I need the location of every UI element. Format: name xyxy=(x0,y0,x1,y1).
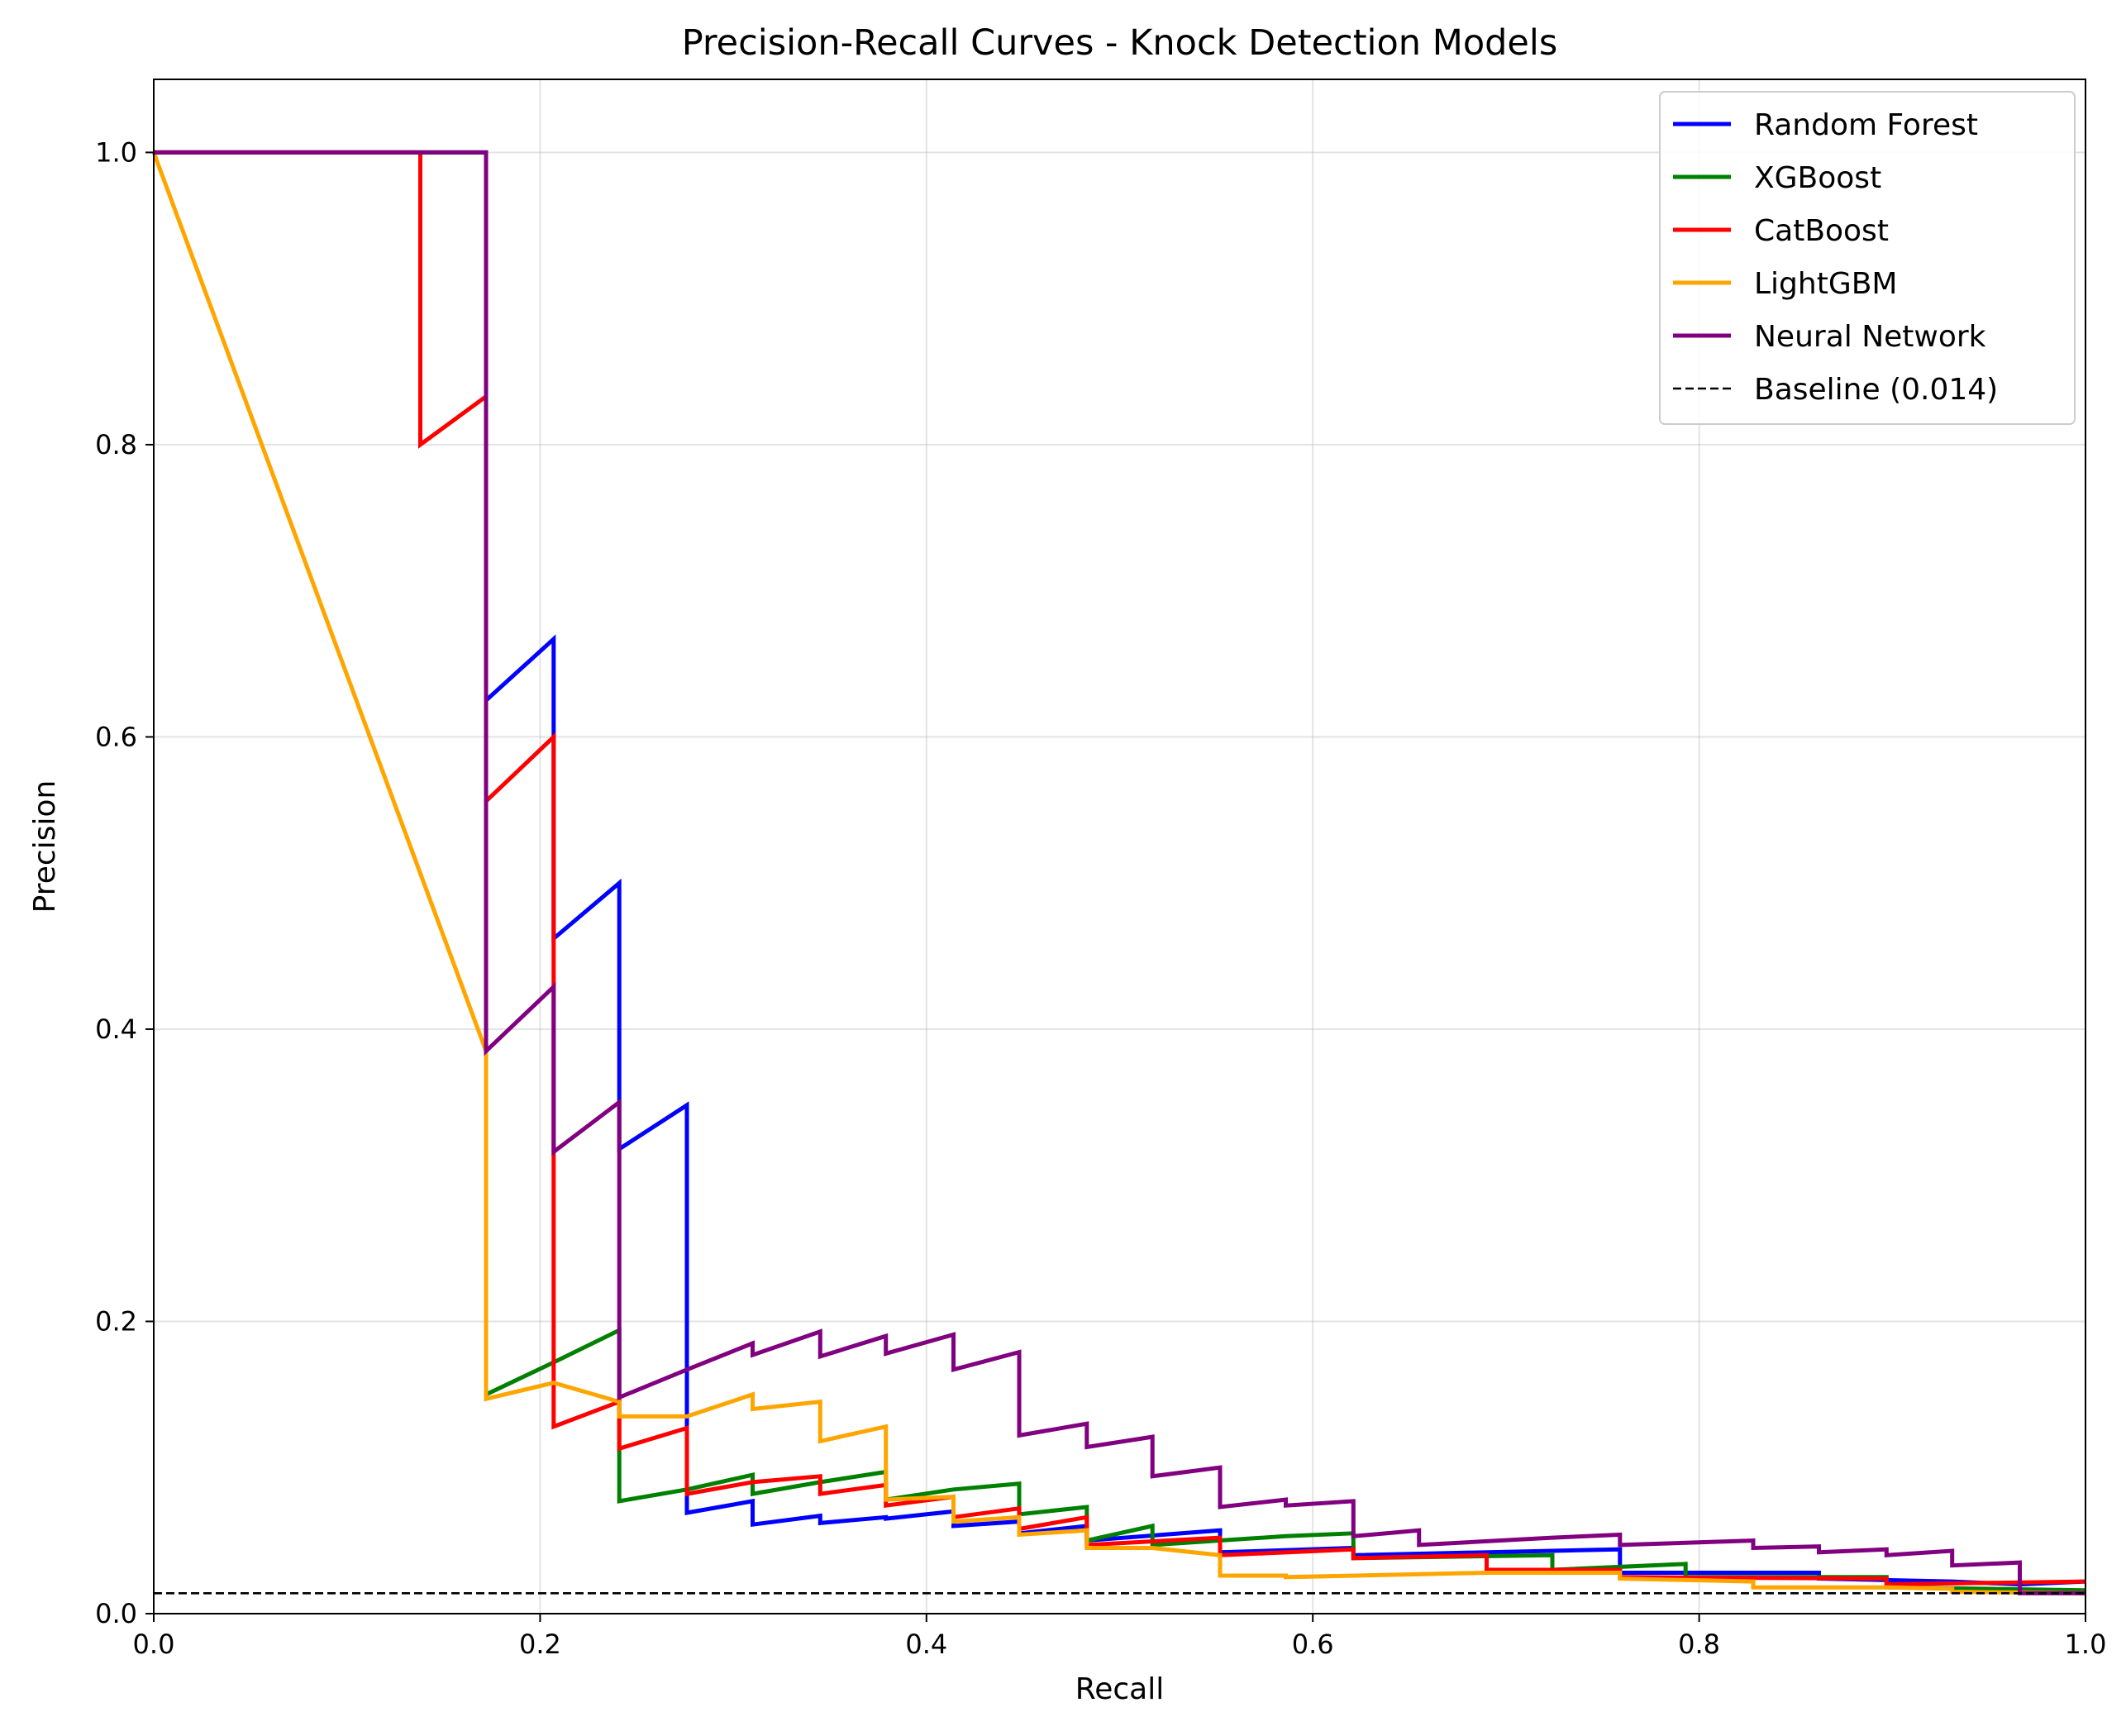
x-tick-label: 0.4 xyxy=(905,1629,947,1660)
grid xyxy=(153,79,2086,1614)
y-tick-label: 0.8 xyxy=(95,429,137,460)
legend-label-lightgbm: LightGBM xyxy=(1754,267,1898,301)
y-tick-label: 1.0 xyxy=(95,136,137,168)
legend: Random Forest XGBoost CatBoost LightGBM Neur… xyxy=(1659,91,2076,425)
x-tick-label: 0.8 xyxy=(1678,1629,1720,1660)
x-tick-label: 0.6 xyxy=(1292,1629,1334,1660)
legend-label-xgboost: XGBoost xyxy=(1754,161,1881,195)
y-tick-label: 0.4 xyxy=(95,1013,137,1045)
x-tick-label: 0.0 xyxy=(133,1629,175,1660)
y-tick-label: 0.0 xyxy=(95,1598,137,1629)
y-tick-label: 0.6 xyxy=(95,721,137,752)
chart-title: Precision-Recall Curves - Knock Detectio… xyxy=(682,22,1557,64)
legend-box xyxy=(1659,91,2076,425)
series-line-neural-network xyxy=(154,150,2085,1595)
legend-label-neural-network: Neural Network xyxy=(1754,320,1986,354)
x-axis-label: Recall xyxy=(1075,1672,1164,1706)
y-axis-label: Precision xyxy=(28,780,62,913)
plot-frame xyxy=(153,79,2086,1614)
legend-label-baseline-0-014: Baseline (0.014) xyxy=(1754,373,1998,407)
x-tick-label: 1.0 xyxy=(2065,1629,2107,1660)
y-tick-label: 0.2 xyxy=(95,1305,137,1337)
series-layer xyxy=(151,150,2086,1595)
ticks: 0.0 0.2 0.4 0.6 0.8 1.0 0.0 0.2 0.4 0.6 0.8 1.0 xyxy=(95,136,2106,1660)
legend-label-random-forest: Random Forest xyxy=(1754,108,1978,142)
x-tick-label: 0.2 xyxy=(519,1629,561,1660)
legend-label-catboost: CatBoost xyxy=(1754,214,1889,248)
series-line-lightgbm xyxy=(151,151,2086,1595)
